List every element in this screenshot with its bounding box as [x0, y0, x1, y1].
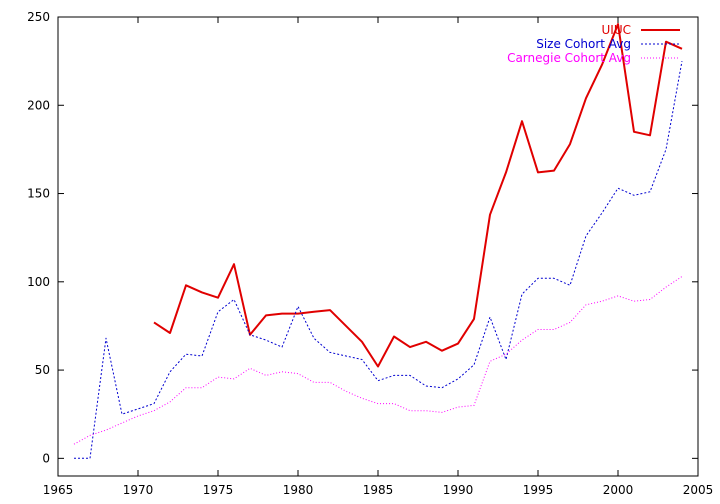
y-tick-label: 50 [35, 363, 50, 377]
legend-label: Carnegie Cohort Avg [507, 51, 631, 65]
x-tick-label: 2000 [603, 483, 634, 497]
series-line-uiuc [153, 23, 683, 368]
series-group [73, 23, 683, 459]
x-tick-label: 1995 [523, 483, 554, 497]
series-line-size-cohort-avg [74, 61, 683, 459]
legend-label: Size Cohort Avg [536, 37, 631, 51]
x-tick-label: 2005 [683, 483, 714, 497]
x-tick-label: 1990 [443, 483, 474, 497]
y-tick-label: 200 [27, 98, 50, 112]
plot-frame [57, 16, 699, 477]
x-tick-label: 1975 [203, 483, 234, 497]
y-tick-label: 250 [27, 10, 50, 24]
x-tick-label: 1965 [43, 483, 74, 497]
x-tick-label: 1985 [363, 483, 394, 497]
series-line-carnegie-cohort-avg [73, 276, 683, 445]
x-tick-label: 1970 [123, 483, 154, 497]
y-tick-label: 150 [27, 187, 50, 201]
legend-label: UIUC [602, 23, 631, 37]
axis-ticks: 1965 1970 1975 1980 1985 1990 1995 2000 2005 0 50 1… [27, 10, 713, 497]
y-tick-label: 100 [27, 275, 50, 289]
y-tick-label: 0 [42, 451, 50, 465]
x-tick-label: 1980 [283, 483, 314, 497]
